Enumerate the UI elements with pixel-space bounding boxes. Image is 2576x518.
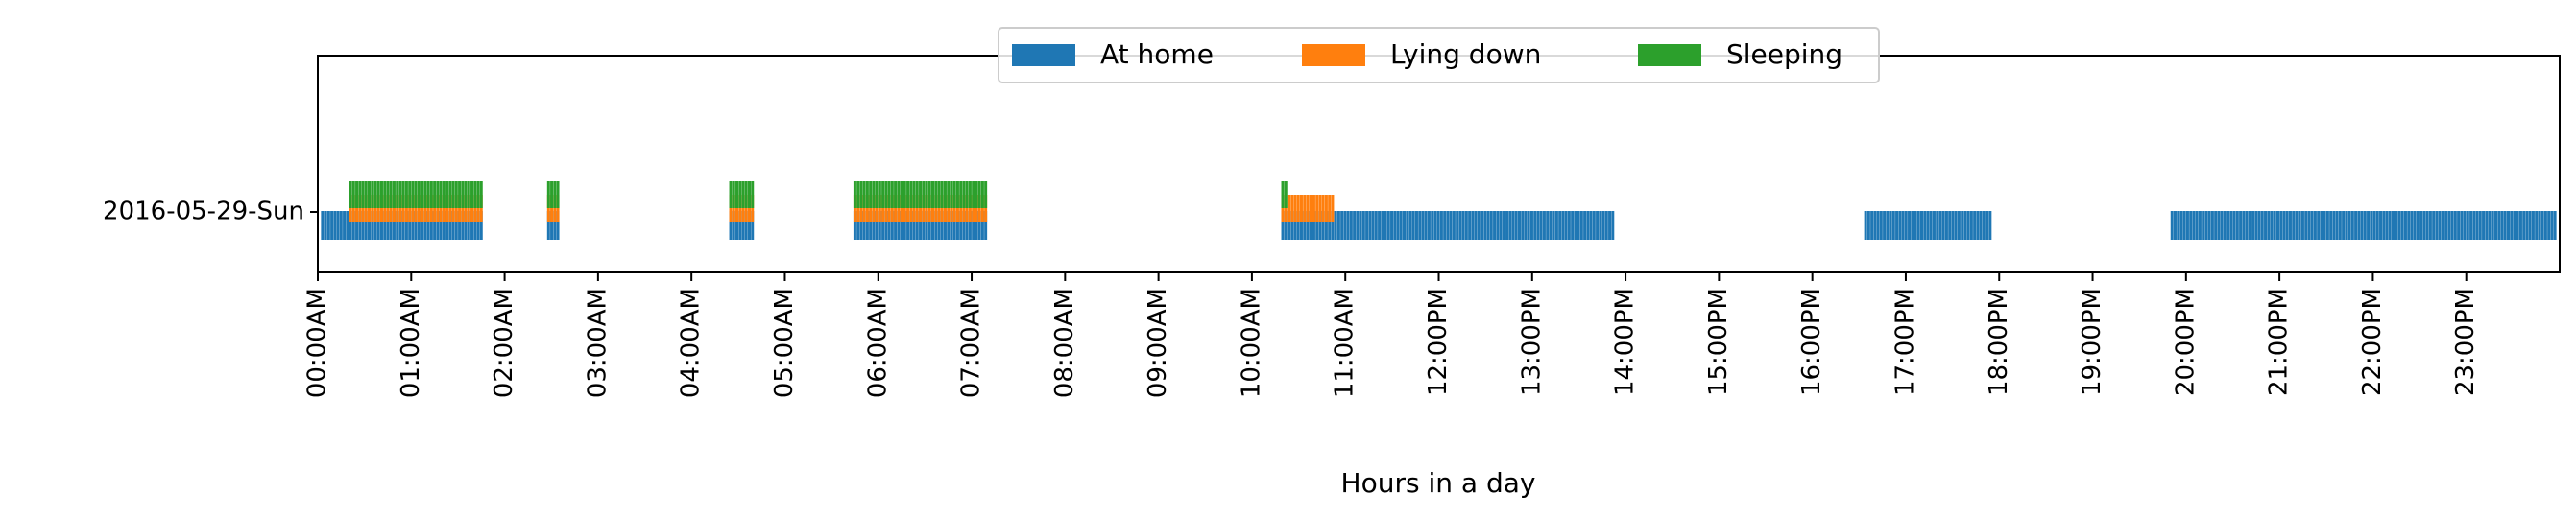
y-axis: 2016-05-29-Sun xyxy=(103,198,318,226)
x-tick-label: 12:00PM xyxy=(1424,288,1453,396)
x-tick-label: 11:00AM xyxy=(1331,288,1360,398)
legend-label: At home xyxy=(1100,38,1214,70)
x-tick-label: 07:00AM xyxy=(957,288,986,398)
x-tick-label: 20:00PM xyxy=(2171,288,2200,396)
x-tick-label: 05:00AM xyxy=(770,288,799,398)
legend-swatch xyxy=(1638,44,1701,66)
legend-label: Lying down xyxy=(1390,38,1541,70)
legend-box xyxy=(998,27,1880,83)
x-tick-label: 18:00PM xyxy=(1985,288,2013,396)
x-tick-label: 03:00AM xyxy=(583,288,612,398)
x-tick-label: 16:00PM xyxy=(1797,288,1826,396)
x-tick-label: 08:00AM xyxy=(1050,288,1079,398)
x-tick-label: 17:00PM xyxy=(1890,288,1919,396)
x-tick-label: 06:00AM xyxy=(863,288,892,398)
x-tick-label: 00:00AM xyxy=(303,288,332,398)
category-label: 2016-05-29-Sun xyxy=(103,198,304,226)
x-tick-label: 14:00PM xyxy=(1611,288,1640,396)
legend-label: Sleeping xyxy=(1726,38,1842,70)
x-tick-label: 19:00PM xyxy=(2078,288,2107,396)
x-tick-label: 22:00PM xyxy=(2358,288,2387,396)
x-axis-label: Hours in a day xyxy=(1341,467,1536,499)
x-tick-label: 13:00PM xyxy=(1517,288,1546,396)
x-axis-ticks: 00:00AM 01:00AM 02:00AM 03:00AM 04:00AM 05:00… xyxy=(303,272,2480,398)
x-tick-label: 10:00AM xyxy=(1237,288,1265,398)
x-tick-label: 02:00AM xyxy=(490,288,518,398)
event-marks xyxy=(321,181,2557,240)
x-tick-label: 09:00AM xyxy=(1144,288,1172,398)
x-tick-label: 04:00AM xyxy=(677,288,706,398)
x-tick-label: 15:00PM xyxy=(1704,288,1733,396)
legend-swatch xyxy=(1012,44,1075,66)
x-tick-label: 23:00PM xyxy=(2451,288,2480,396)
legend-swatch xyxy=(1302,44,1365,66)
legend: At home Lying down Sleeping xyxy=(998,27,1880,83)
x-tick-label: 21:00PM xyxy=(2265,288,2294,396)
plot-frame xyxy=(317,55,2561,273)
x-tick-label: 01:00AM xyxy=(397,288,425,398)
